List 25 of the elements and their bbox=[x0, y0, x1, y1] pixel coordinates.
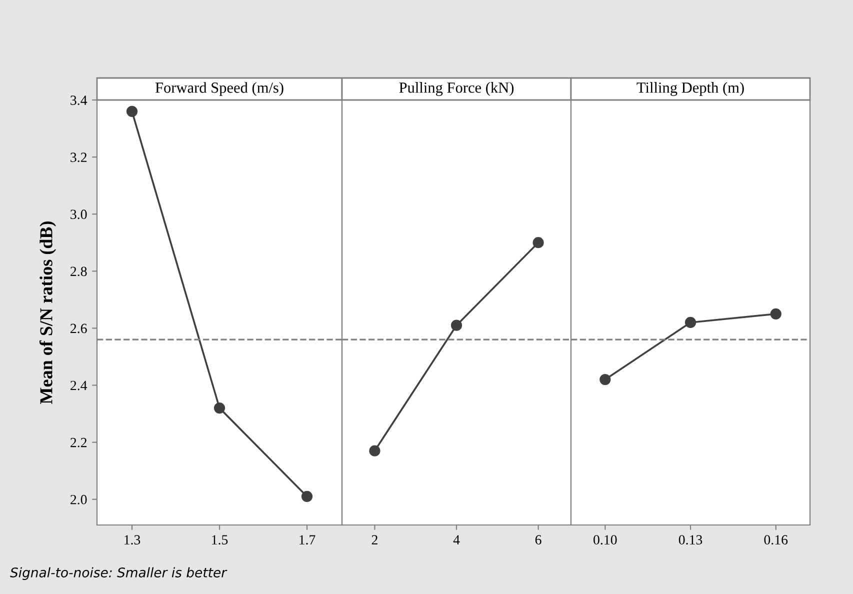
y-tick-label: 2.2 bbox=[70, 438, 87, 448]
x-tick-label: 1.7 bbox=[300, 535, 316, 545]
y-tick-label: 3.2 bbox=[70, 152, 87, 162]
x-tick-label: 0.10 bbox=[594, 535, 617, 545]
x-tick-label: 0.13 bbox=[678, 535, 702, 545]
y-tick-label: 3.0 bbox=[70, 210, 87, 220]
y-tick-label: 2.6 bbox=[70, 324, 87, 334]
x-tick-label: 6 bbox=[535, 535, 542, 544]
chart-title: Pulling Force (kN) bbox=[399, 82, 514, 96]
point bbox=[214, 402, 226, 414]
x-tick-label: 4 bbox=[453, 535, 460, 544]
x-tick-label: 0.16 bbox=[764, 535, 788, 545]
chart-title: Forward Speed (m/s) bbox=[155, 82, 284, 96]
point bbox=[126, 106, 138, 117]
y-tick-label: 2.0 bbox=[70, 494, 87, 504]
x-tick-label: 2 bbox=[372, 535, 378, 544]
text: Signal-to-noise: Smaller is better bbox=[10, 567, 228, 580]
x-tick-label: 1.5 bbox=[212, 535, 228, 545]
y-tick-label: 3.4 bbox=[70, 96, 88, 106]
point bbox=[301, 490, 313, 502]
y-axis-title: Mean of S/N ratios (dB) bbox=[39, 222, 56, 404]
x-tick-label: 1.3 bbox=[124, 535, 140, 545]
y-tick-label: 2.8 bbox=[70, 266, 87, 276]
chart-title: Tilling Depth (m) bbox=[636, 82, 744, 96]
y-tick-label: 2.4 bbox=[70, 380, 88, 390]
